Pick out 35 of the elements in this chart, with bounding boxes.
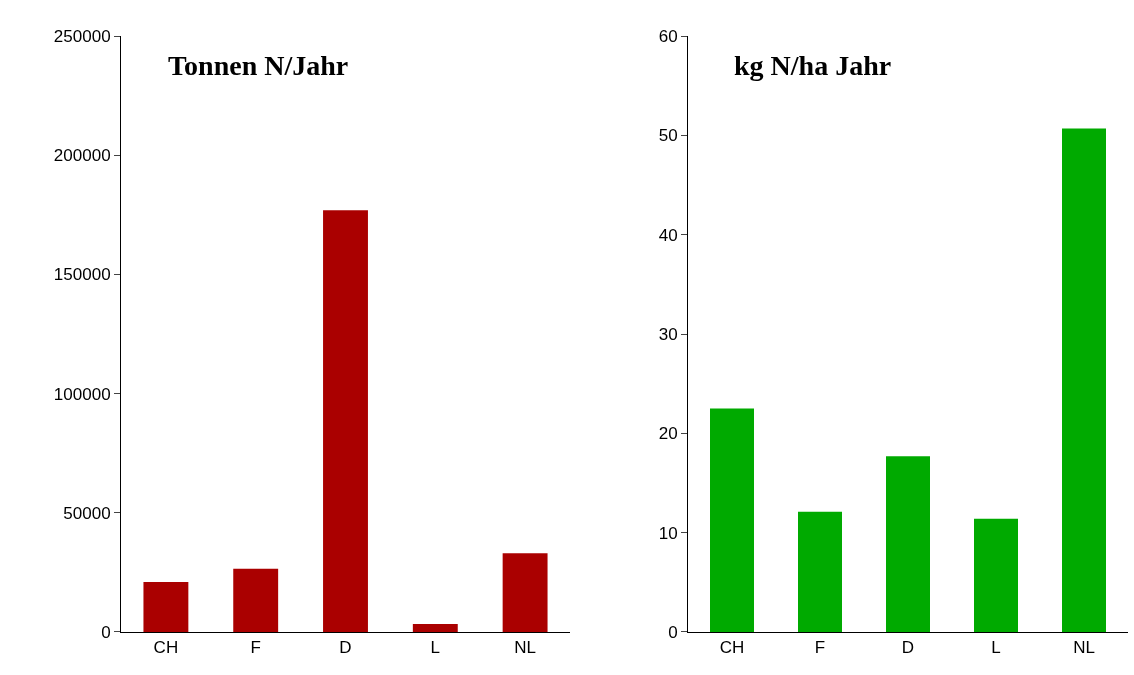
bar	[974, 518, 1018, 632]
x-tick-label: D	[339, 638, 352, 658]
y-tick-label: 60	[658, 27, 678, 47]
y-tick-label: 150000	[53, 265, 111, 285]
x-tick-label: L	[430, 638, 441, 658]
x-tick-label: NL	[514, 638, 536, 658]
y-tick-label: 30	[658, 325, 678, 345]
y-tick-label: 100000	[53, 384, 111, 404]
bar	[323, 210, 368, 632]
x-tick-label: F	[250, 638, 261, 658]
x-tick-label: NL	[1073, 638, 1095, 658]
bar	[710, 408, 754, 632]
y-tick-label: 40	[658, 225, 678, 245]
bar	[233, 568, 279, 632]
x-tick-label: CH	[153, 638, 179, 658]
y-tick-label: 20	[658, 424, 678, 444]
y-tick-label: 50000	[63, 503, 111, 523]
y-tick-label: 50	[658, 126, 678, 146]
text: Tonnen N/Jahr	[168, 50, 349, 81]
y-tick-label: 0	[668, 622, 678, 642]
x-tick-label: L	[991, 638, 1001, 658]
y-tick-label: 200000	[53, 146, 111, 166]
bar	[502, 553, 548, 632]
bar	[798, 511, 842, 632]
x-tick-label: F	[814, 638, 826, 658]
x-tick-label: CH	[719, 638, 745, 658]
bar	[1062, 128, 1106, 632]
bar	[886, 456, 930, 632]
x-tick-label: D	[901, 638, 915, 658]
y-tick-label: 250000	[53, 27, 111, 47]
text: kg N/ha Jahr	[734, 50, 892, 81]
bar	[412, 624, 458, 632]
y-tick-label: 0	[101, 622, 111, 642]
y-tick-label: 10	[658, 523, 678, 543]
bar	[143, 581, 189, 632]
